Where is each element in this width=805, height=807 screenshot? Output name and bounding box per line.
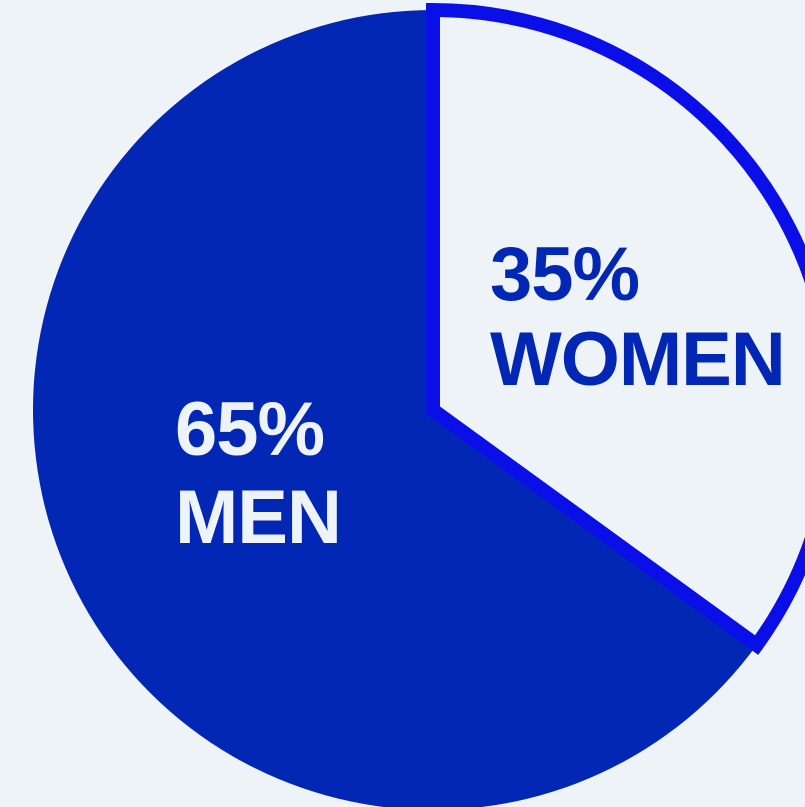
pie-slices <box>33 2 805 807</box>
pie-labels: 65% MEN 35% WOMEN <box>175 232 786 560</box>
men-name-label: MEN <box>175 475 341 560</box>
pie-slice-women <box>426 2 805 655</box>
men-percent-label: 65% <box>175 387 324 472</box>
pie-slice-men <box>33 10 757 807</box>
women-percent-label: 35% <box>490 232 639 317</box>
women-name-label: WOMEN <box>490 317 785 402</box>
